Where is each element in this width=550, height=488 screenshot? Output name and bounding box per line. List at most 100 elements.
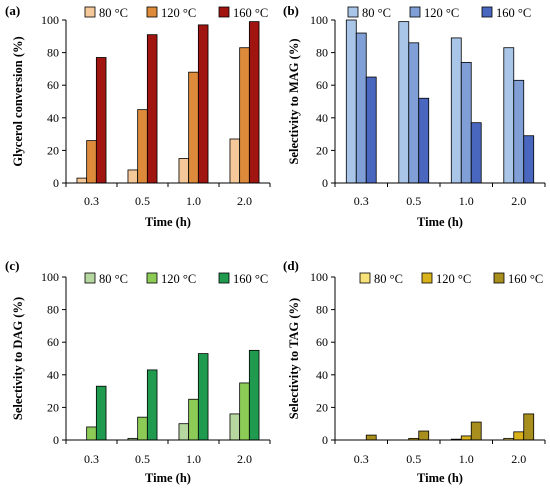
bar xyxy=(188,71,199,184)
legend-swatch xyxy=(218,272,230,284)
y-tick-label: 80 xyxy=(47,303,59,317)
legend-swatch xyxy=(146,6,158,18)
legend-label: 160 °C xyxy=(496,6,531,20)
legend-label: 120 °C xyxy=(161,6,196,20)
y-tick-label: 40 xyxy=(316,368,328,382)
legend-swatch xyxy=(218,6,230,18)
bar xyxy=(197,353,209,441)
y-axis-title: Selectivity to MAG (%) xyxy=(287,38,301,164)
x-axis-title: Time (h) xyxy=(417,471,463,485)
legend: 80 °C 120 °C 160 °C xyxy=(84,272,268,286)
x-tick-label: 0.5 xyxy=(135,194,150,208)
y-tick-label: 100 xyxy=(41,13,59,27)
y-tick-label: 20 xyxy=(47,400,59,414)
y-tick-label: 40 xyxy=(316,111,328,125)
x-tick-label: 0.3 xyxy=(354,452,369,466)
bar xyxy=(523,413,535,441)
bar xyxy=(398,21,410,184)
y-tick-label: 0 xyxy=(322,433,328,447)
legend-swatch xyxy=(146,272,158,284)
bar xyxy=(418,97,430,184)
y-axis-title: Glycerol conversion (%) xyxy=(11,36,25,166)
bar xyxy=(239,47,250,184)
legend-swatch xyxy=(409,6,421,18)
x-tick-label: 2.0 xyxy=(511,194,526,208)
bar xyxy=(470,421,482,441)
bar xyxy=(197,24,209,184)
x-tick-label: 0.5 xyxy=(406,194,421,208)
y-tick-label: 20 xyxy=(316,143,328,157)
chart-panel-b: (b) 0 20 40 60 80 100 0.3 0.5 1.0 2.0 Time (h) Selec… xyxy=(283,3,546,229)
x-axis-title: Time (h) xyxy=(145,215,191,229)
bar xyxy=(239,382,250,441)
y-tick-label: 60 xyxy=(316,78,328,92)
legend-swatch xyxy=(84,272,96,284)
chart-panel-c: (c) 0 20 40 60 80 100 0.3 0.5 1.0 2.0 Time (h) Selec… xyxy=(5,258,271,485)
y-axis-title: Selectivity to TAG (%) xyxy=(287,298,301,419)
legend-label: 80 °C xyxy=(99,272,128,286)
bar xyxy=(460,435,472,441)
legend-swatch xyxy=(421,272,433,284)
legend-swatch xyxy=(481,6,493,18)
legend-label: 120 °C xyxy=(161,272,196,286)
y-tick-label: 0 xyxy=(322,176,328,190)
bar xyxy=(127,169,139,184)
bar xyxy=(95,385,107,441)
legend-swatch xyxy=(84,6,96,18)
bar xyxy=(188,398,199,441)
bar xyxy=(460,61,472,184)
y-tick-label: 0 xyxy=(53,433,59,447)
bar xyxy=(178,423,190,441)
bar xyxy=(229,138,241,184)
bar xyxy=(450,37,462,184)
x-tick-label: 2.0 xyxy=(237,452,252,466)
y-tick-label: 80 xyxy=(316,46,328,60)
bar xyxy=(76,177,88,184)
panel-label: (b) xyxy=(283,3,299,18)
bar xyxy=(248,349,260,441)
bar xyxy=(248,21,260,184)
legend: 80 °C 120 °C 160 °C xyxy=(84,6,268,20)
x-tick-label: 0.5 xyxy=(135,452,150,466)
x-tick-label: 1.0 xyxy=(186,452,201,466)
bar xyxy=(355,32,367,184)
bar xyxy=(513,431,525,441)
bar xyxy=(470,122,482,184)
bar xyxy=(345,19,357,184)
bar xyxy=(95,57,107,184)
legend-label: 80 °C xyxy=(99,6,128,20)
panel-label: (d) xyxy=(283,258,299,273)
legend-swatch xyxy=(493,272,505,284)
y-tick-label: 100 xyxy=(41,270,59,284)
legend-label: 160 °C xyxy=(233,6,268,20)
y-tick-label: 80 xyxy=(47,46,59,60)
bar xyxy=(137,416,148,441)
y-tick-label: 100 xyxy=(310,270,328,284)
x-tick-label: 1.0 xyxy=(459,452,474,466)
chart-panel-a: (a) 0 20 40 60 80 100 0.3 0.5 1.0 2.0 Time (h) Glyce… xyxy=(5,3,271,229)
y-axis-title: Selectivity to DAG (%) xyxy=(11,297,25,420)
y-tick-label: 100 xyxy=(310,13,328,27)
panel-label: (c) xyxy=(5,258,19,273)
y-tick-label: 60 xyxy=(47,335,59,349)
x-tick-label: 2.0 xyxy=(237,194,252,208)
x-axis-title: Time (h) xyxy=(145,471,191,485)
legend-label: 80 °C xyxy=(374,272,403,286)
x-tick-label: 0.3 xyxy=(354,194,369,208)
legend-label: 160 °C xyxy=(233,272,268,286)
chart-panel-d: (d) 0 20 40 60 80 100 0.3 0.5 1.0 2.0 Time (h) Selec… xyxy=(283,258,546,485)
legend-label: 160 °C xyxy=(508,272,543,286)
x-tick-label: 0.5 xyxy=(406,452,421,466)
x-tick-label: 1.0 xyxy=(459,194,474,208)
bar xyxy=(229,413,241,441)
legend-swatch xyxy=(359,272,371,284)
x-tick-label: 2.0 xyxy=(511,452,526,466)
y-tick-label: 20 xyxy=(316,400,328,414)
legend-label: 120 °C xyxy=(424,6,459,20)
legend: 80 °C 120 °C 160 °C xyxy=(359,272,543,286)
bar xyxy=(178,158,190,184)
y-tick-label: 80 xyxy=(316,303,328,317)
bar xyxy=(146,369,158,441)
legend-label: 80 °C xyxy=(362,6,391,20)
y-tick-label: 40 xyxy=(47,111,59,125)
